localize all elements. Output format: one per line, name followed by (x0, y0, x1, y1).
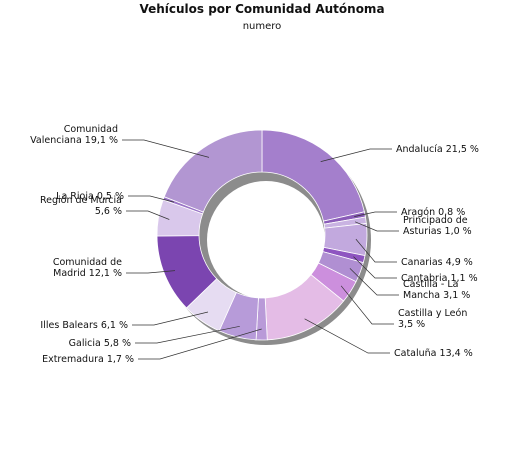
donut-slices (156, 129, 368, 341)
label-cantabria: Cantabria 1,1 % (401, 273, 478, 284)
leader-line-region-de-murcia (126, 210, 170, 220)
label-line-galicia-0: Galicia 5,8 % (69, 338, 131, 349)
label-aragon: Aragón 0,8 % (401, 207, 465, 218)
leader-line-cataluna (304, 318, 390, 354)
leader-line-comunidad-valenciana (122, 139, 210, 158)
leader-line-principado-de-asturias (354, 221, 399, 232)
label-line-castilla-la-mancha-0: Castilla - La (403, 279, 458, 290)
label-line-la-rioja-0: La Rioja 0,5 % (56, 191, 124, 202)
label-castilla-la-mancha: Castilla - La Mancha 3,1 % (403, 279, 470, 301)
label-galicia: Galicia 5,8 % (69, 338, 131, 349)
leader-line-comunidad-de-madrid (126, 270, 176, 274)
label-line-castilla-la-mancha-1: Mancha 3,1 % (403, 290, 470, 301)
leader-line-andalucia (320, 148, 392, 162)
label-principado-de-asturias: Principado de Asturias 1,0 % (403, 215, 472, 237)
label-region-de-murcia: Región de Murcia 5,6 % (40, 195, 122, 217)
label-line-castilla-y-leon-0: Castilla y León (398, 308, 467, 319)
leader-line-cantabria (353, 256, 397, 279)
label-andalucia: Andalucía 21,5 % (396, 144, 479, 155)
label-line-comunidad-valenciana-1: Valenciana 19,1 % (30, 135, 118, 146)
label-line-comunidad-de-madrid-0: Comunidad de (53, 257, 122, 268)
label-la-rioja: La Rioja 0,5 % (56, 191, 124, 202)
chart-title: Vehículos por Comunidad Autónoma (139, 2, 384, 16)
label-line-region-de-murcia-1: 5,6 % (95, 206, 122, 217)
label-line-castilla-y-leon-1: 3,5 % (398, 319, 425, 330)
leader-line-galicia (135, 325, 240, 344)
label-illes-balears: Illes Balears 6,1 % (40, 320, 128, 331)
label-castilla-y-leon: Castilla y León 3,5 % (398, 308, 467, 330)
label-line-region-de-murcia-0: Región de Murcia (40, 195, 122, 206)
label-comunidad-de-madrid: Comunidad de Madrid 12,1 % (53, 257, 122, 279)
label-extremadura: Extremadura 1,7 % (42, 354, 134, 365)
leader-line-castilla-y-leon (340, 285, 394, 325)
label-line-comunidad-valenciana-0: Comunidad (64, 124, 118, 135)
leader-line-aragon (354, 211, 397, 217)
label-line-comunidad-de-madrid-1: Madrid 12,1 % (53, 268, 122, 279)
label-canarias: Canarias 4,9 % (401, 257, 473, 268)
donut-shadow-inner (207, 181, 325, 299)
label-comunidad-valenciana: Comunidad Valenciana 19,1 % (30, 124, 118, 146)
label-line-principado-de-asturias-0: Principado de (403, 215, 468, 226)
label-line-cantabria-0: Cantabria 1,1 % (401, 273, 478, 284)
chart-subtitle: numero (243, 21, 282, 32)
label-line-aragon-0: Aragón 0,8 % (401, 207, 465, 218)
leader-lines (122, 139, 399, 360)
label-line-extremadura-0: Extremadura 1,7 % (42, 354, 134, 365)
label-line-canarias-0: Canarias 4,9 % (401, 257, 473, 268)
label-line-illes-balears-0: Illes Balears 6,1 % (40, 320, 128, 331)
leader-line-castilla-la-mancha (349, 268, 399, 296)
leader-line-canarias (355, 238, 397, 263)
leader-line-la-rioja (128, 195, 174, 203)
label-line-cataluna-0: Cataluña 13,4 % (394, 348, 473, 359)
label-line-principado-de-asturias-1: Asturias 1,0 % (403, 226, 472, 237)
label-line-andalucia-0: Andalucía 21,5 % (396, 144, 479, 155)
leader-line-illes-balears (132, 311, 209, 326)
slice-labels: Andalucía 21,5 % Aragón 0,8 %Principado d… (30, 124, 479, 365)
label-cataluna: Cataluña 13,4 % (394, 348, 473, 359)
slice-comunidad-valenciana (163, 129, 263, 213)
leader-line-extremadura (138, 328, 262, 360)
